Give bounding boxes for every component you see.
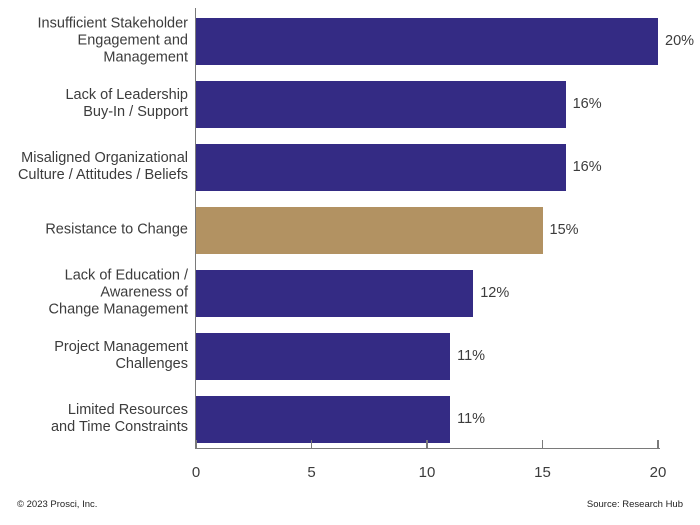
value-label: 11% [457,348,486,364]
category-label: Lack of Education / Awareness of Change … [48,267,188,318]
category-label: Project Management Challenges [54,338,188,372]
bar [196,80,566,128]
bar [196,17,658,65]
bar [196,395,451,443]
footer-copyright: © 2023 Prosci, Inc. [17,499,98,510]
value-label: 16% [572,96,602,112]
x-tick-label: 15 [534,464,551,481]
x-tick-label: 5 [307,464,316,481]
value-label: 15% [549,222,579,238]
value-label: 16% [572,159,602,175]
x-tick [310,440,313,448]
bar-highlighted [196,206,543,254]
category-label: Misaligned Organizational Culture / Atti… [17,149,188,183]
x-tick [657,440,659,448]
bar [196,143,566,191]
value-label: 11% [457,411,486,427]
x-tick [426,440,428,448]
value-label: 12% [480,285,510,301]
y-axis [194,8,196,449]
bar [196,269,474,317]
x-tick [541,440,544,448]
category-label: Lack of Leadership Buy-In / Support [65,86,188,120]
category-label: Insufficient Stakeholder Engagement and … [37,15,188,66]
x-tick-label: 0 [191,464,201,481]
category-label: Limited Resources and Time Constraints [50,401,188,435]
category-label: Resistance to Change [45,221,188,238]
x-tick [195,440,197,448]
footer-source: Source: Research Hub [586,499,683,510]
x-axis [194,447,660,449]
value-label: 20% [665,33,695,49]
x-tick-label: 10 [418,464,436,481]
bar [196,332,451,380]
x-tick-label: 20 [649,464,667,481]
